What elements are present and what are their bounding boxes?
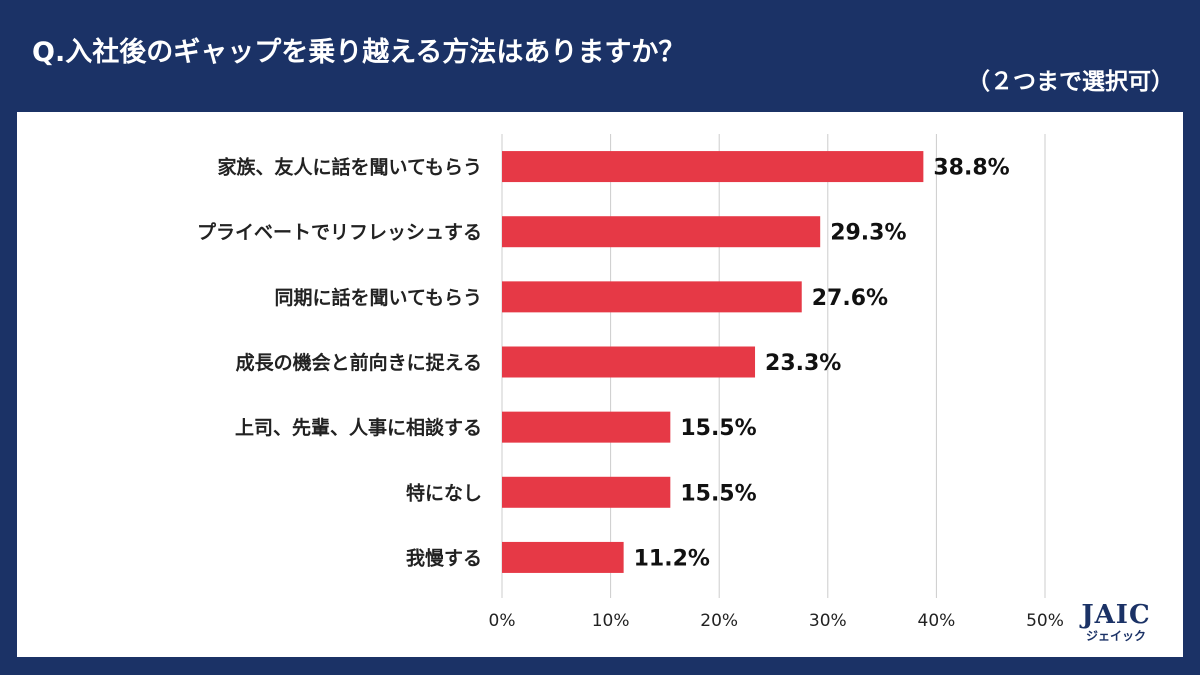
- category-label: プライベートでリフレッシュする: [197, 221, 482, 244]
- bar: [502, 346, 756, 378]
- bar: [502, 411, 671, 443]
- category-label: 家族、友人に話を聞いてもらう: [218, 156, 482, 179]
- category-label: 成長の機会と前向きに捉える: [236, 351, 482, 374]
- category-label: 同期に話を聞いてもらう: [275, 286, 482, 309]
- chart-panel: 0% 10% 20% 30% 40% 50% 家族、友人に話を聞いてもらう 38.8% プライベ…: [17, 112, 1183, 657]
- x-tick-label: 0%: [489, 611, 516, 631]
- category-label: 我慢する: [406, 546, 482, 569]
- chart-subtitle: （２つまで選択可）: [967, 69, 1174, 95]
- value-label: 29.3%: [830, 221, 906, 246]
- chart-title: Q.入社後のギャップを乗り越える方法はありますか？: [32, 37, 686, 68]
- value-label: 38.8%: [933, 156, 1009, 181]
- x-tick-label: 20%: [700, 611, 738, 631]
- bar: [502, 281, 802, 313]
- jaic-logo: JAIC ジェイック: [1071, 601, 1161, 643]
- bar: [502, 151, 924, 183]
- x-tick-label: 50%: [1026, 611, 1064, 631]
- value-label: 15.5%: [680, 416, 756, 441]
- x-tick-label: 40%: [918, 611, 956, 631]
- bar: [502, 541, 624, 573]
- value-label: 15.5%: [680, 481, 756, 506]
- bar-chart: 0% 10% 20% 30% 40% 50% 家族、友人に話を聞いてもらう 38.8% プライベ…: [197, 134, 1064, 631]
- value-label: 27.6%: [812, 286, 888, 311]
- value-label: 11.2%: [634, 546, 710, 571]
- category-label: 上司、先輩、人事に相談する: [235, 416, 482, 439]
- category-label: 特になし: [406, 482, 482, 504]
- value-label: 23.3%: [765, 351, 841, 376]
- x-tick-label: 10%: [592, 611, 630, 631]
- logo-text: JAIC: [1081, 600, 1151, 630]
- bar: [502, 216, 821, 248]
- logo-subtext: ジェイック: [1085, 629, 1146, 643]
- bar: [502, 476, 671, 508]
- x-tick-label: 30%: [809, 611, 847, 631]
